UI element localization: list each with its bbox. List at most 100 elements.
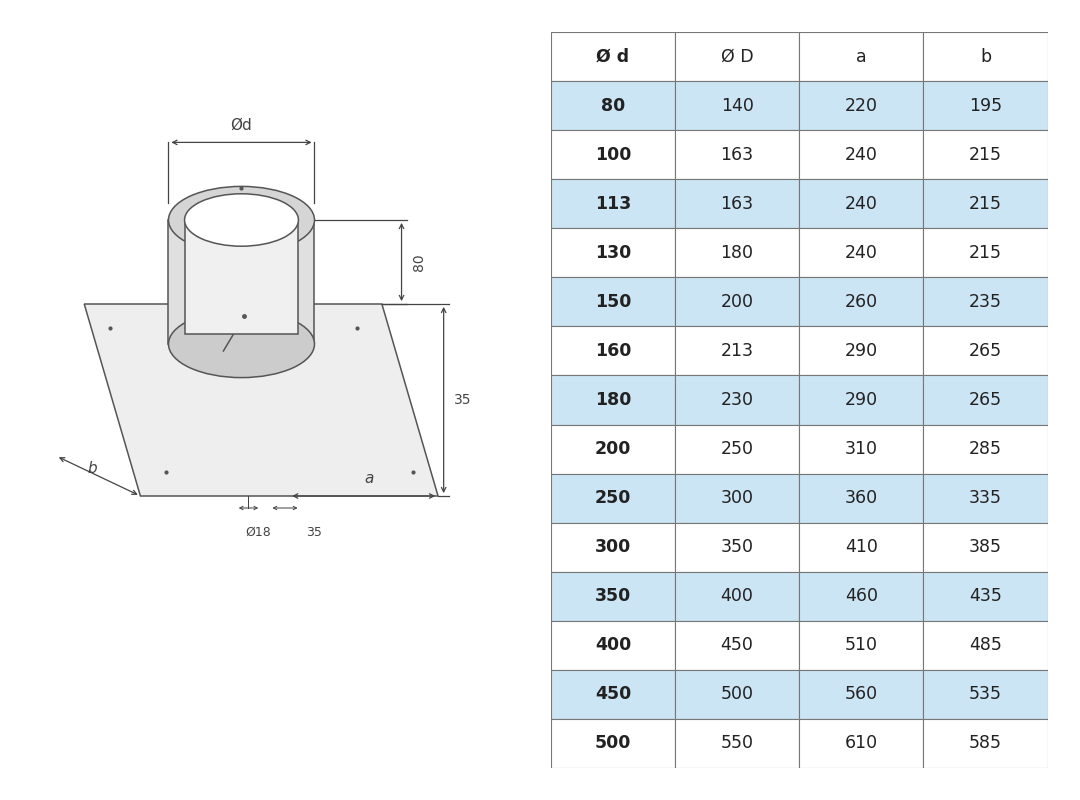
Bar — [675, 621, 799, 670]
Bar — [923, 572, 1048, 621]
Text: a: a — [856, 47, 866, 66]
Bar — [675, 326, 799, 375]
Text: 510: 510 — [845, 636, 878, 654]
Bar — [799, 621, 923, 670]
Bar — [551, 621, 675, 670]
Text: 240: 240 — [845, 146, 878, 164]
Bar — [923, 228, 1048, 278]
Bar — [923, 375, 1048, 425]
Text: b: b — [980, 47, 991, 66]
Bar — [799, 425, 923, 474]
Bar — [923, 326, 1048, 375]
Text: 140: 140 — [720, 97, 754, 114]
Bar — [923, 32, 1048, 81]
Text: 250: 250 — [720, 440, 754, 458]
Text: 335: 335 — [969, 489, 1002, 507]
Text: 500: 500 — [595, 734, 631, 753]
Bar — [923, 278, 1048, 326]
Bar — [551, 81, 675, 130]
Text: 290: 290 — [845, 342, 878, 360]
Bar — [799, 326, 923, 375]
Text: 240: 240 — [845, 244, 878, 262]
Bar — [551, 278, 675, 326]
Text: 610: 610 — [845, 734, 878, 753]
Bar — [923, 621, 1048, 670]
Text: 285: 285 — [969, 440, 1002, 458]
Text: 300: 300 — [720, 489, 754, 507]
Text: 235: 235 — [969, 293, 1002, 311]
Text: 450: 450 — [595, 686, 631, 703]
Text: 220: 220 — [845, 97, 878, 114]
Text: 35: 35 — [307, 526, 323, 538]
Text: 350: 350 — [720, 538, 754, 556]
Bar — [675, 375, 799, 425]
Text: 163: 163 — [720, 194, 754, 213]
Bar — [551, 474, 675, 522]
Text: 550: 550 — [720, 734, 754, 753]
Ellipse shape — [185, 194, 298, 246]
Text: Ø D: Ø D — [720, 47, 754, 66]
Text: 265: 265 — [969, 391, 1002, 409]
Bar — [799, 32, 923, 81]
Bar — [675, 474, 799, 522]
Bar — [551, 670, 675, 719]
Bar — [799, 670, 923, 719]
Bar — [675, 425, 799, 474]
Text: 310: 310 — [845, 440, 878, 458]
Text: 385: 385 — [969, 538, 1002, 556]
Bar — [923, 670, 1048, 719]
Bar — [799, 228, 923, 278]
Text: 585: 585 — [969, 734, 1002, 753]
Ellipse shape — [168, 310, 314, 378]
Text: 215: 215 — [969, 146, 1002, 164]
Text: 400: 400 — [595, 636, 631, 654]
Bar — [799, 572, 923, 621]
Polygon shape — [84, 304, 438, 496]
Bar — [551, 179, 675, 228]
Bar — [799, 719, 923, 768]
Text: 300: 300 — [595, 538, 631, 556]
Text: 410: 410 — [845, 538, 878, 556]
Text: 240: 240 — [845, 194, 878, 213]
Text: 260: 260 — [845, 293, 878, 311]
Text: Ø18: Ø18 — [245, 526, 271, 538]
Bar — [551, 425, 675, 474]
Text: a: a — [365, 471, 374, 486]
Text: 150: 150 — [595, 293, 631, 311]
Bar — [675, 130, 799, 179]
Text: 200: 200 — [720, 293, 754, 311]
Bar — [923, 522, 1048, 572]
Bar — [675, 278, 799, 326]
Text: 215: 215 — [969, 194, 1002, 213]
Bar — [923, 130, 1048, 179]
Bar — [923, 81, 1048, 130]
Text: 180: 180 — [720, 244, 754, 262]
Bar — [551, 375, 675, 425]
Ellipse shape — [168, 186, 314, 254]
Bar — [675, 179, 799, 228]
Bar — [675, 572, 799, 621]
Text: 130: 130 — [595, 244, 631, 262]
Bar — [551, 228, 675, 278]
Bar — [551, 719, 675, 768]
Text: 485: 485 — [969, 636, 1002, 654]
Bar — [923, 425, 1048, 474]
Bar — [551, 32, 675, 81]
Text: 213: 213 — [720, 342, 754, 360]
Text: 400: 400 — [720, 587, 754, 606]
Bar — [799, 474, 923, 522]
Text: 200: 200 — [595, 440, 631, 458]
Bar — [675, 32, 799, 81]
Text: 35: 35 — [454, 393, 471, 407]
Text: 80: 80 — [600, 97, 625, 114]
Bar — [923, 179, 1048, 228]
Bar — [675, 522, 799, 572]
Text: 100: 100 — [595, 146, 631, 164]
Bar — [551, 572, 675, 621]
Text: 560: 560 — [845, 686, 878, 703]
Text: 290: 290 — [845, 391, 878, 409]
Text: 500: 500 — [720, 686, 754, 703]
Bar — [799, 130, 923, 179]
Text: 113: 113 — [595, 194, 631, 213]
Bar — [799, 81, 923, 130]
